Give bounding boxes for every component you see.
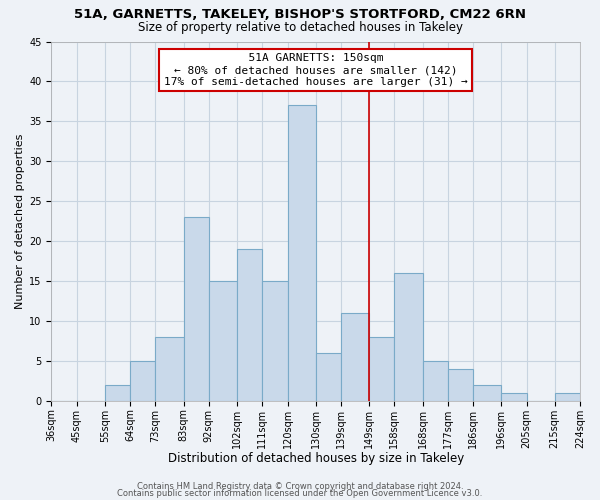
- Text: Size of property relative to detached houses in Takeley: Size of property relative to detached ho…: [137, 21, 463, 34]
- Bar: [369, 337, 394, 401]
- Bar: [184, 217, 209, 401]
- Bar: [501, 393, 527, 401]
- Bar: [394, 273, 422, 401]
- Bar: [287, 106, 316, 401]
- Bar: [554, 393, 580, 401]
- Bar: [422, 361, 448, 401]
- Bar: [262, 281, 287, 401]
- X-axis label: Distribution of detached houses by size in Takeley: Distribution of detached houses by size …: [167, 452, 464, 465]
- Text: Contains HM Land Registry data © Crown copyright and database right 2024.: Contains HM Land Registry data © Crown c…: [137, 482, 463, 491]
- Bar: [209, 281, 237, 401]
- Y-axis label: Number of detached properties: Number of detached properties: [15, 134, 25, 309]
- Bar: [473, 385, 501, 401]
- Text: 51A GARNETTS: 150sqm  
← 80% of detached houses are smaller (142)
17% of semi-de: 51A GARNETTS: 150sqm ← 80% of detached h…: [164, 54, 467, 86]
- Text: Contains public sector information licensed under the Open Government Licence v3: Contains public sector information licen…: [118, 490, 482, 498]
- Text: 51A, GARNETTS, TAKELEY, BISHOP'S STORTFORD, CM22 6RN: 51A, GARNETTS, TAKELEY, BISHOP'S STORTFO…: [74, 8, 526, 20]
- Bar: [105, 385, 130, 401]
- Bar: [155, 337, 184, 401]
- Bar: [341, 313, 369, 401]
- Bar: [237, 249, 262, 401]
- Bar: [316, 353, 341, 401]
- Bar: [130, 361, 155, 401]
- Bar: [448, 369, 473, 401]
